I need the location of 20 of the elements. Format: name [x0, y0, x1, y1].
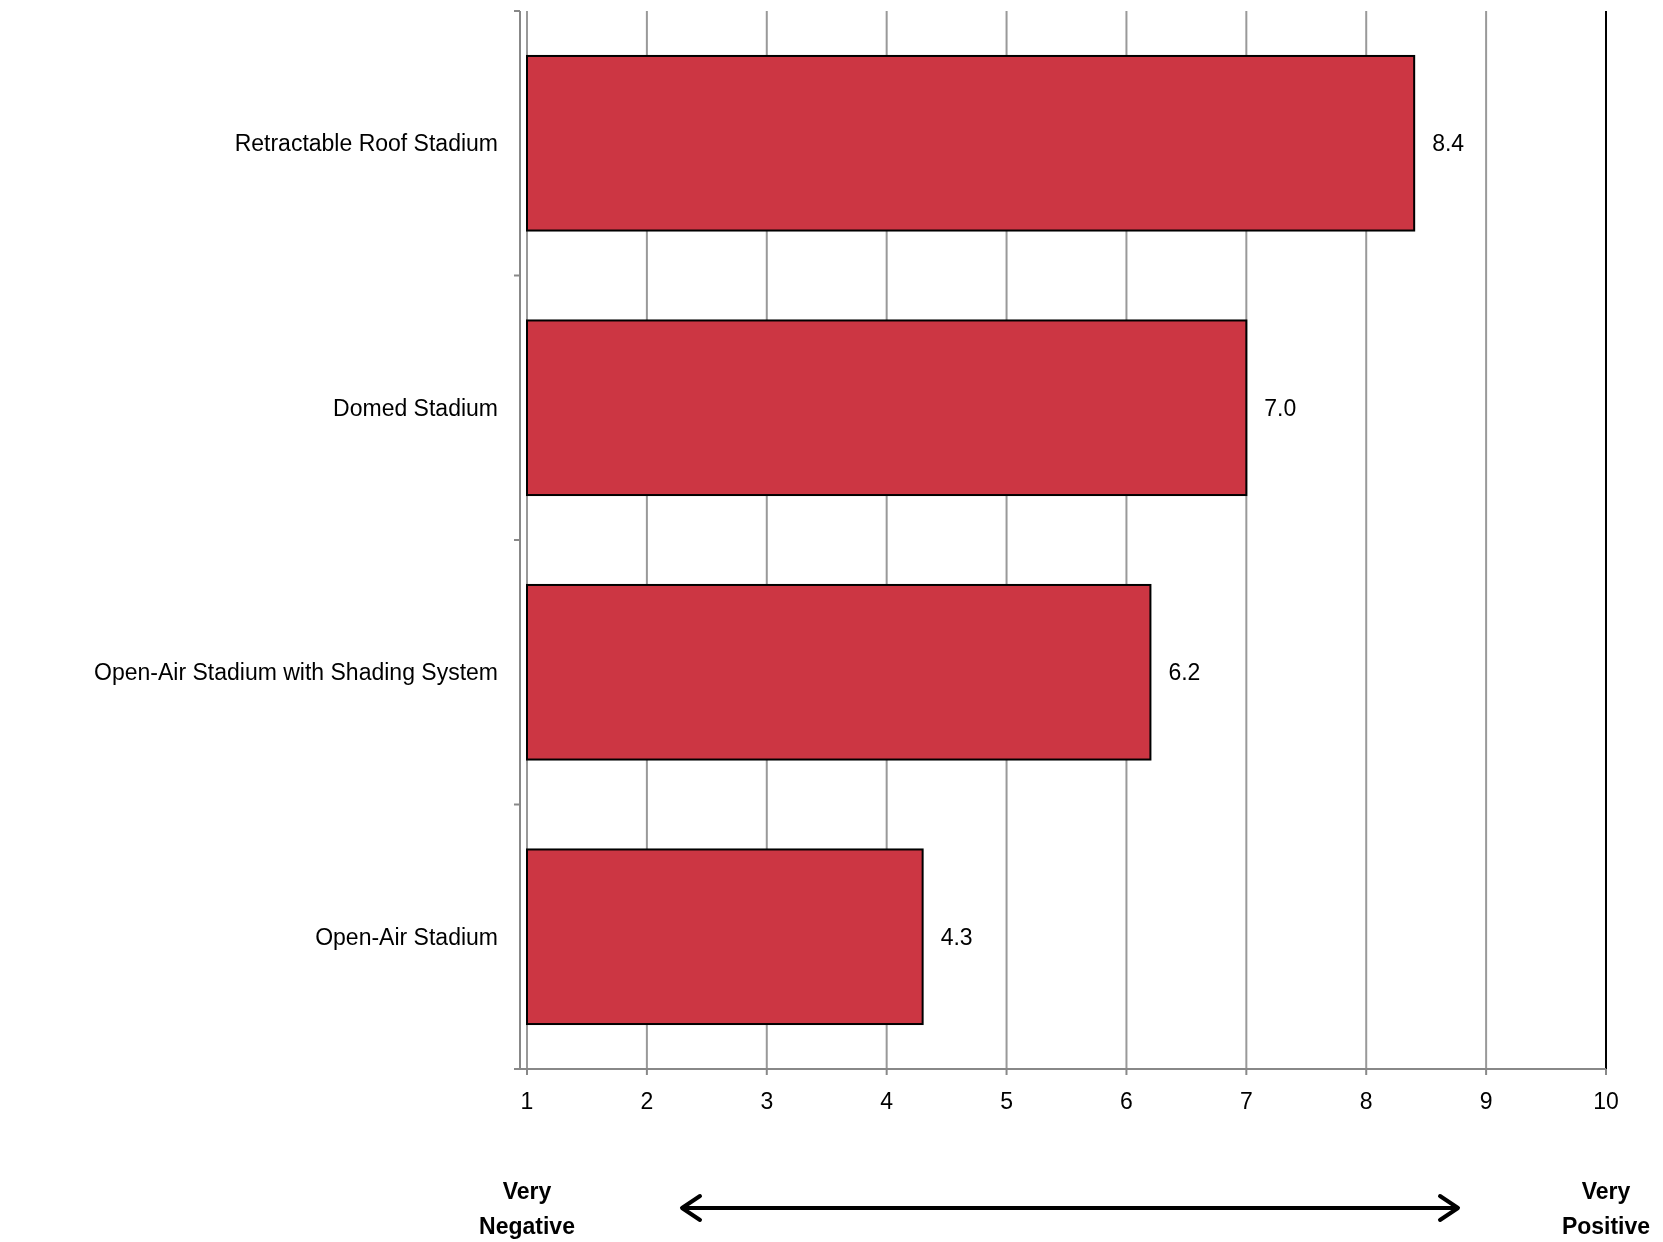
y-tick-label: Domed Stadium	[333, 394, 498, 421]
data-label: 4.3	[940, 923, 973, 950]
x-tick-label: 6	[1120, 1088, 1133, 1114]
y-tick-label: Retractable Roof Stadium	[234, 130, 498, 157]
data-label: 8.4	[1432, 130, 1465, 157]
x-tick-label: 9	[1479, 1088, 1493, 1114]
data-label: 6.2	[1168, 659, 1201, 686]
text: Very Positive	[1561, 1178, 1651, 1239]
text: Very Negative	[479, 1178, 575, 1239]
x-tick-label: 5	[1000, 1088, 1013, 1114]
x-tick-label: 8	[1359, 1088, 1373, 1114]
x-tick-label: 4	[880, 1088, 894, 1114]
x-tick-label: 2	[640, 1088, 654, 1114]
x-tick-label: 10	[1593, 1088, 1619, 1114]
x-tick-label: 3	[760, 1088, 774, 1114]
y-tick-label: Open-Air Stadium	[315, 923, 498, 950]
x-tick-label: 7	[1239, 1088, 1253, 1114]
data-label: 7.0	[1264, 394, 1297, 421]
y-tick-label: Open-Air Stadium with Shading System	[94, 659, 498, 686]
x-tick-label: 1	[520, 1088, 534, 1114]
